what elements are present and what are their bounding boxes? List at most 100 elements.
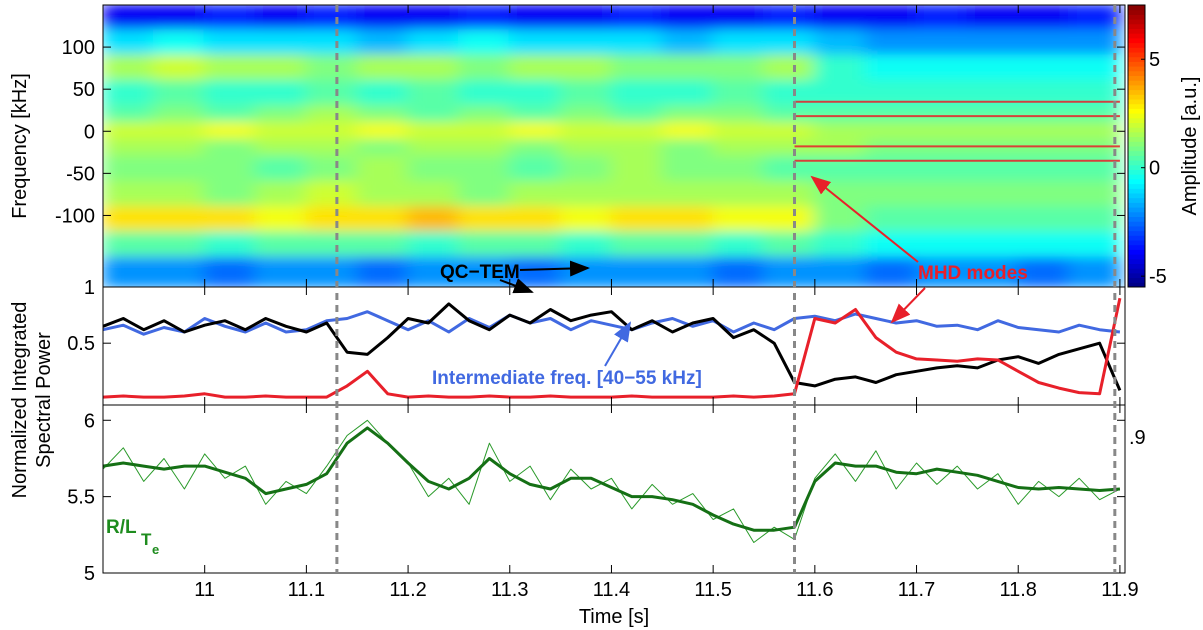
heat-cell [712, 155, 765, 183]
colorbar-swatch [1128, 169, 1145, 175]
axes-frame [102, 404, 1126, 574]
colorbar-swatch [1128, 240, 1145, 246]
series-line [102, 310, 1121, 336]
heat-cell [305, 79, 359, 108]
colorbar-swatch [1128, 42, 1145, 48]
heat-cell [254, 79, 308, 108]
heat-cell [762, 5, 816, 32]
heat-cell [356, 180, 410, 209]
heat-cell [813, 79, 867, 108]
heat-cell [1017, 256, 1071, 287]
spectrogram-cells [103, 5, 1121, 287]
heat-cell [254, 206, 308, 234]
heat-cell [813, 138, 867, 158]
heat-cell [254, 180, 308, 209]
rlte-label: R/LTe [106, 517, 159, 557]
heat-cell [356, 231, 410, 259]
colorbar-swatch [1128, 202, 1145, 208]
colorbar-swatch [1128, 211, 1145, 217]
colorbar-swatch [1128, 174, 1145, 180]
colorbar-swatch [1128, 178, 1145, 185]
heat-cell [762, 256, 816, 287]
heat-cell [661, 138, 715, 158]
colorbar-swatch [1128, 70, 1145, 76]
colorbar-swatch [1128, 75, 1145, 81]
annotation: Intermediate freq. [40−55 kHz] [432, 368, 702, 389]
heat-cell [559, 155, 613, 183]
colorbar-swatch [1128, 146, 1145, 152]
colorbar-swatch [1128, 254, 1145, 260]
colorbar-swatch [1128, 80, 1145, 86]
heat-cell [864, 180, 918, 209]
heat-cell [407, 79, 460, 108]
heat-cell [559, 231, 613, 259]
series-line [102, 419, 1121, 543]
heat-cell [407, 231, 460, 259]
heat-cell [152, 155, 206, 183]
heat-cell [712, 79, 765, 108]
heat-cell [457, 138, 511, 158]
heat-cell [254, 138, 308, 158]
heat-cell [152, 138, 206, 158]
heat-cell [864, 29, 918, 57]
heat-cell [1017, 105, 1071, 124]
annotation: QC−TEM [440, 262, 520, 283]
heat-cell [559, 256, 613, 287]
colorbar-swatch [1128, 9, 1145, 15]
label-main: R/L [106, 517, 137, 538]
heat-cell [1068, 231, 1121, 259]
heat-cell [407, 180, 460, 209]
heat-cell [610, 256, 664, 287]
heat-cell [610, 138, 664, 158]
heat-cell [203, 256, 257, 287]
heat-cell [559, 5, 613, 32]
heat-cell [1068, 29, 1121, 57]
heat-cell [712, 105, 765, 124]
heat-cell [864, 79, 918, 108]
heat-cell [152, 29, 206, 57]
heat-cell [305, 54, 359, 82]
arrows [499, 175, 926, 367]
colorbar-swatch [1128, 117, 1145, 123]
heat-cell [610, 231, 664, 259]
y-tick-label: 6 [84, 410, 95, 432]
x-tick-label: 11 [194, 579, 215, 601]
arrow [890, 287, 926, 324]
y-tick-label: 50 [73, 79, 95, 101]
colorbar-swatch [1128, 99, 1145, 105]
heat-cell [966, 79, 1020, 108]
heat-cell [103, 79, 155, 108]
heat-cell [712, 121, 765, 141]
heat-cell [356, 79, 410, 108]
heat-cell [966, 231, 1020, 259]
colorbar-label: Amplitude [a.u.] [1179, 77, 1201, 216]
colorbar-swatch [1128, 84, 1145, 91]
heat-cell [203, 29, 257, 57]
arrow [810, 175, 919, 263]
heat-cell [661, 5, 715, 32]
heat-cell [407, 256, 460, 287]
heat-cell [152, 54, 206, 82]
colorbar-swatch [1128, 282, 1145, 288]
heat-cell [407, 5, 460, 32]
colorbar-swatch [1128, 66, 1145, 72]
heat-cell [762, 155, 816, 183]
heat-cell [305, 105, 359, 124]
colorbar-swatch [1128, 277, 1145, 283]
colorbar-swatch [1128, 103, 1145, 109]
y-tick-label: 5.5 [67, 487, 95, 509]
colorbar-swatch [1128, 188, 1145, 194]
heat-cell [103, 138, 155, 158]
heat-cell [203, 121, 257, 141]
heat-cell [864, 155, 918, 183]
heat-cell [103, 155, 155, 183]
y-axis-label: Spectral Power [33, 332, 55, 468]
heat-cell [661, 29, 715, 57]
heat-cell [915, 256, 969, 287]
colorbar-swatch [1128, 263, 1145, 269]
heat-cell [762, 138, 816, 158]
heat-cell [457, 29, 511, 57]
heat-cell [966, 29, 1020, 57]
heat-cell [1068, 105, 1121, 124]
arrow [519, 260, 590, 277]
